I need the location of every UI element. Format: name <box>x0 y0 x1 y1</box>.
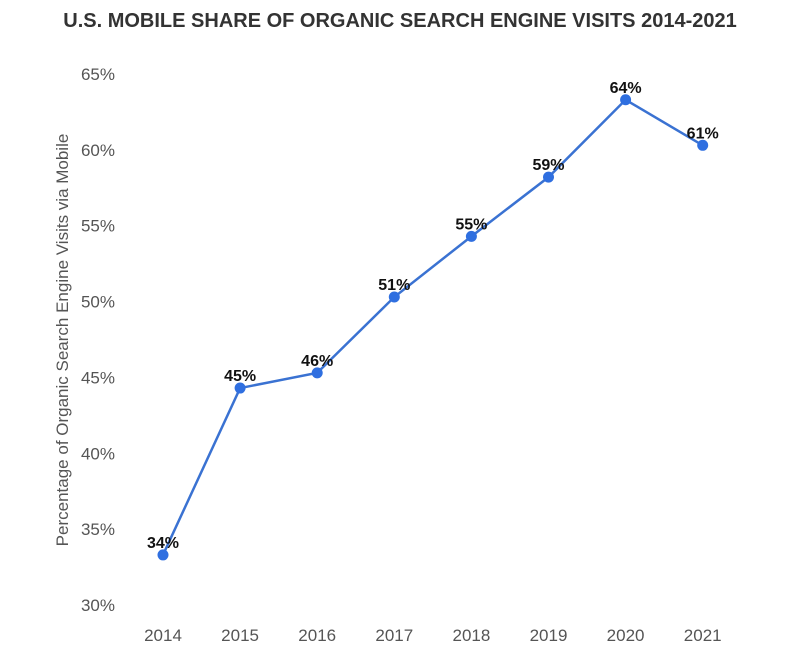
series-line <box>161 98 704 556</box>
y-tick-label: 60% <box>81 141 115 160</box>
x-tick-label: 2021 <box>684 626 722 645</box>
data-label: 45% <box>224 368 256 385</box>
data-label: 61% <box>687 125 719 142</box>
y-axis-label: Percentage of Organic Search Engine Visi… <box>53 134 72 547</box>
data-point <box>620 94 632 106</box>
x-tick-label: 2014 <box>144 626 182 645</box>
data-point <box>543 171 554 183</box>
data-point <box>234 382 246 394</box>
data-label: 46% <box>301 353 333 370</box>
x-tick-label: 2019 <box>530 626 568 645</box>
data-label: 55% <box>455 216 487 233</box>
chart-title: U.S. MOBILE SHARE OF ORGANIC SEARCH ENGI… <box>63 10 737 32</box>
data-point <box>311 367 323 379</box>
x-tick-label: 2016 <box>298 626 336 645</box>
data-point <box>388 291 400 303</box>
y-tick-label: 35% <box>81 520 115 539</box>
x-tick-label: 2017 <box>375 626 413 645</box>
data-point <box>697 139 709 151</box>
data-label: 64% <box>610 80 642 97</box>
x-tick-label: 2020 <box>607 626 645 645</box>
data-point <box>465 230 477 242</box>
y-tick-label: 55% <box>81 217 115 236</box>
x-tick-label: 2018 <box>452 626 490 645</box>
x-tick-label: 2015 <box>221 626 259 645</box>
y-tick-label: 45% <box>81 368 115 387</box>
data-point <box>157 549 169 561</box>
y-tick-label: 40% <box>81 444 115 463</box>
y-tick-label: 30% <box>81 596 115 615</box>
y-tick-label: 65% <box>81 65 115 84</box>
data-label: 34% <box>147 535 179 552</box>
y-tick-label: 50% <box>81 293 115 312</box>
data-label: 59% <box>532 157 564 174</box>
data-label: 51% <box>378 277 410 294</box>
